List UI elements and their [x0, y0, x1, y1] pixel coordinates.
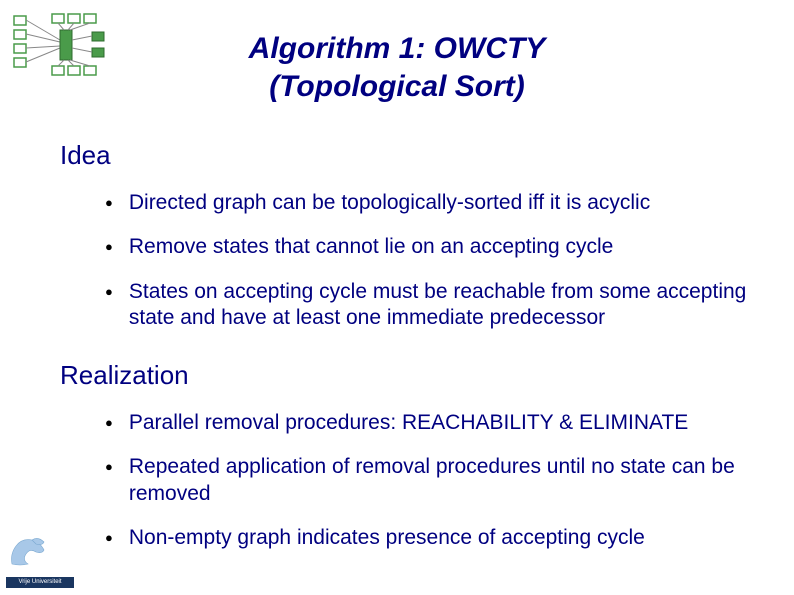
realization-bullet-list: ● Parallel removal procedures: REACHABIL… — [105, 410, 766, 569]
idea-heading: Idea — [60, 140, 111, 171]
university-label: Vrije Universiteit — [6, 577, 74, 588]
bullet-icon: ● — [105, 525, 113, 551]
bullet-icon: ● — [105, 410, 113, 436]
slide-title: Algorithm 1: OWCTY (Topological Sort) — [0, 30, 794, 105]
list-item: ● States on accepting cycle must be reac… — [105, 279, 766, 332]
bullet-icon: ● — [105, 234, 113, 260]
list-item: ● Repeated application of removal proced… — [105, 454, 766, 507]
list-item: ● Directed graph can be topologically-so… — [105, 190, 766, 216]
bullet-text: Remove states that cannot lie on an acce… — [129, 234, 613, 260]
idea-bullet-list: ● Directed graph can be topologically-so… — [105, 190, 766, 349]
list-item: ● Non-empty graph indicates presence of … — [105, 525, 766, 551]
list-item: ● Remove states that cannot lie on an ac… — [105, 234, 766, 260]
bullet-icon: ● — [105, 279, 113, 305]
bullet-text: Non-empty graph indicates presence of ac… — [129, 525, 645, 551]
bullet-icon: ● — [105, 190, 113, 216]
bullet-text: Directed graph can be topologically-sort… — [129, 190, 650, 216]
bullet-text: Repeated application of removal procedur… — [129, 454, 766, 507]
list-item: ● Parallel removal procedures: REACHABIL… — [105, 410, 766, 436]
title-line-1: Algorithm 1: OWCTY — [0, 30, 794, 68]
university-logo: Vrije Universiteit — [6, 534, 76, 589]
bullet-icon: ● — [105, 454, 113, 480]
bullet-text: Parallel removal procedures: REACHABILIT… — [129, 410, 688, 436]
realization-heading: Realization — [60, 360, 189, 391]
bullet-text: States on accepting cycle must be reacha… — [129, 279, 766, 332]
title-line-2: (Topological Sort) — [0, 68, 794, 106]
